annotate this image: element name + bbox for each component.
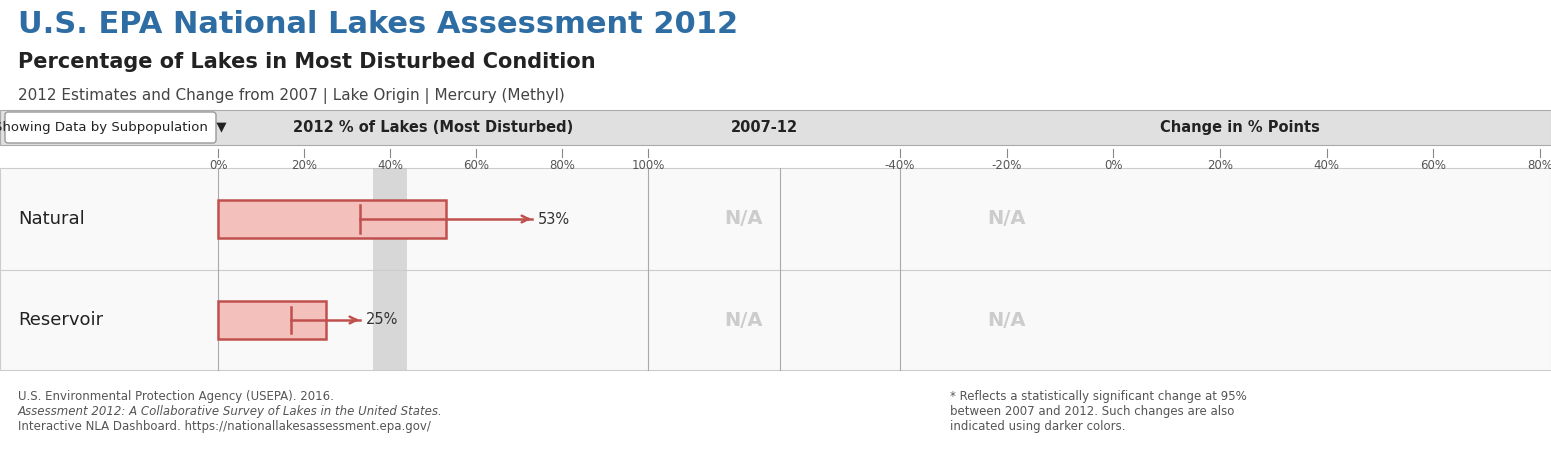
Text: N/A: N/A: [988, 310, 1025, 329]
Text: 100%: 100%: [631, 159, 665, 172]
Text: between 2007 and 2012. Such changes are also: between 2007 and 2012. Such changes are …: [951, 405, 1235, 418]
Bar: [219, 301, 326, 339]
Text: -40%: -40%: [884, 159, 915, 172]
Text: 80%: 80%: [549, 159, 575, 172]
Text: Interactive NLA Dashboard. https://nationallakesassessment.epa.gov/: Interactive NLA Dashboard. https://natio…: [19, 420, 431, 433]
Text: 20%: 20%: [1207, 159, 1233, 172]
Text: Showing Data by Subpopulation  ▼: Showing Data by Subpopulation ▼: [0, 121, 226, 134]
Bar: [219, 199, 445, 238]
Text: Change in % Points: Change in % Points: [1160, 120, 1320, 135]
Text: U.S. EPA National Lakes Assessment 2012: U.S. EPA National Lakes Assessment 2012: [19, 10, 738, 39]
Text: indicated using darker colors.: indicated using darker colors.: [951, 420, 1126, 433]
Text: 2007-12: 2007-12: [731, 120, 797, 135]
Text: 0%: 0%: [1104, 159, 1123, 172]
Text: 25%: 25%: [366, 313, 399, 327]
Text: 60%: 60%: [464, 159, 489, 172]
Text: 80%: 80%: [1528, 159, 1551, 172]
FancyBboxPatch shape: [5, 112, 216, 143]
Bar: [0, 168, 1551, 270]
Text: 40%: 40%: [1314, 159, 1340, 172]
Text: * Reflects a statistically significant change at 95%: * Reflects a statistically significant c…: [951, 390, 1247, 403]
Bar: [0, 110, 1551, 145]
Text: -20%: -20%: [991, 159, 1022, 172]
Bar: [372, 168, 408, 270]
Bar: [372, 270, 408, 370]
Text: 60%: 60%: [1421, 159, 1447, 172]
Text: 2012 Estimates and Change from 2007 | Lake Origin | Mercury (Methyl): 2012 Estimates and Change from 2007 | La…: [19, 88, 565, 104]
Text: U.S. Environmental Protection Agency (USEPA). 2016.: U.S. Environmental Protection Agency (US…: [19, 390, 338, 403]
Text: 0%: 0%: [209, 159, 228, 172]
Text: 2012 % of Lakes (Most Disturbed): 2012 % of Lakes (Most Disturbed): [293, 120, 574, 135]
Text: 53%: 53%: [538, 211, 571, 227]
Bar: [0, 270, 1551, 370]
Text: 40%: 40%: [377, 159, 403, 172]
Text: Reservoir: Reservoir: [19, 311, 102, 329]
Text: Natural: Natural: [19, 210, 85, 228]
Text: Assessment 2012: A Collaborative Survey of Lakes in the United States.: Assessment 2012: A Collaborative Survey …: [19, 405, 442, 418]
Text: Percentage of Lakes in Most Disturbed Condition: Percentage of Lakes in Most Disturbed Co…: [19, 52, 596, 72]
Text: N/A: N/A: [724, 310, 763, 329]
Bar: [0, 168, 1551, 370]
Text: N/A: N/A: [988, 209, 1025, 228]
Text: 20%: 20%: [292, 159, 316, 172]
Text: N/A: N/A: [724, 209, 763, 228]
